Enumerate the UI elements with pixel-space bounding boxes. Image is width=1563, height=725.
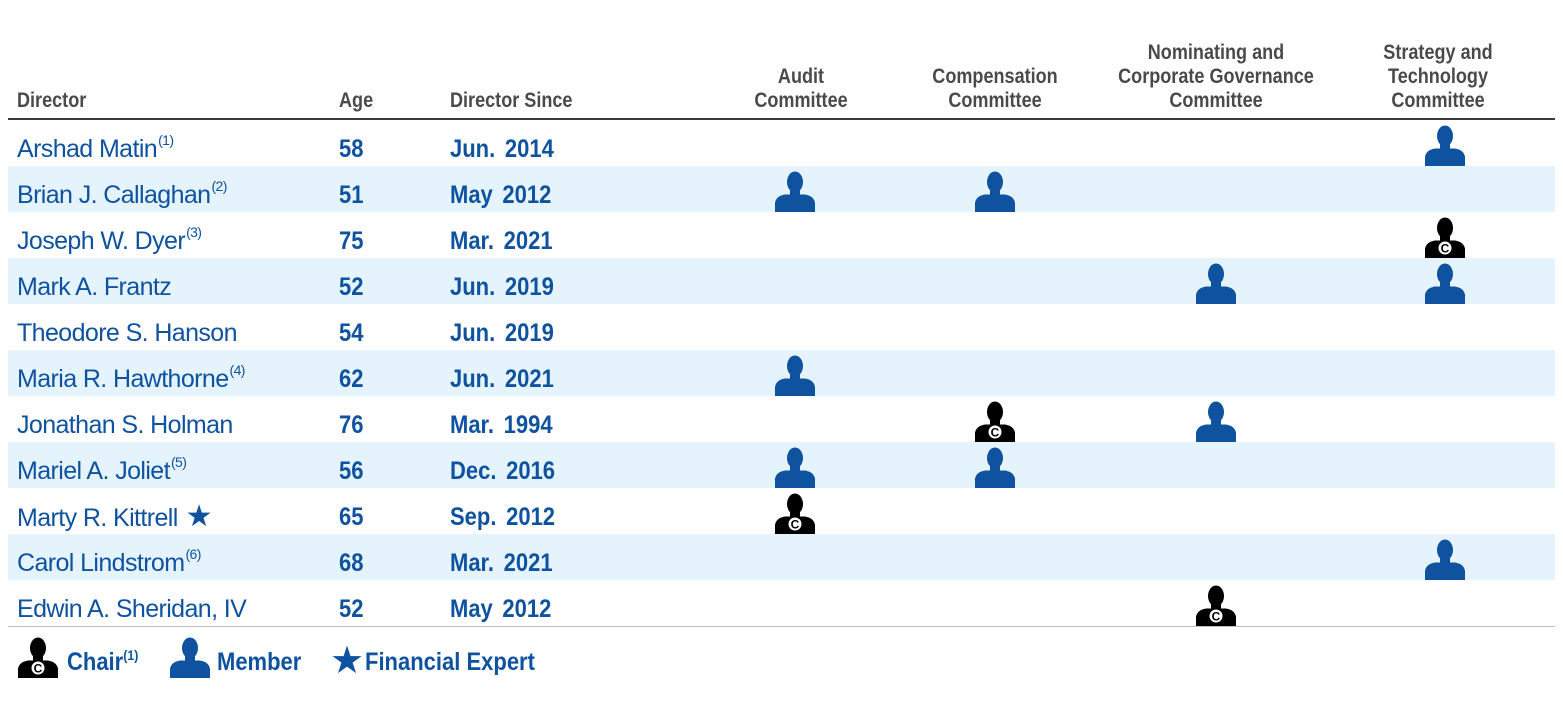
header-audit: Audit Committee (754, 65, 848, 112)
table-row: Brian J. Callaghan(2) 51 May 2012 (8, 166, 1555, 212)
person-member-icon (1423, 262, 1467, 304)
director-name: Brian J. Callaghan(2) (17, 178, 228, 209)
table-row: Jonathan S. Holman 76 Mar. 1994 C (8, 396, 1555, 442)
director-since: Dec. 2016 (450, 457, 556, 485)
header-compensation: Compensation Committee (932, 65, 1058, 112)
director-name: Maria R. Hawthorne(4) (17, 362, 246, 393)
table-row: Carol Lindstrom(6) 68 Mar. 2021 (8, 534, 1555, 580)
table-row: Maria R. Hawthorne(4) 62 Jun. 2021 (8, 350, 1555, 396)
footnote-marker: (6) (185, 546, 201, 562)
director-since: Jun. 2014 (450, 135, 554, 163)
person-chair-icon: C (1194, 584, 1238, 626)
director-since: Jun. 2021 (450, 365, 554, 393)
person-member-icon (1423, 538, 1467, 580)
table-row: Arshad Matin(1) 58 Jun. 2014 (8, 120, 1555, 166)
footnote-marker: (5) (170, 454, 187, 470)
director-age: 75 (339, 227, 364, 255)
person-member-icon (973, 446, 1017, 488)
table-row: Joseph W. Dyer(3) 75 Mar. 2021 C (8, 212, 1555, 258)
table-row: Theodore S. Hanson 54 Jun. 2019 (8, 304, 1555, 350)
director-since: May 2012 (450, 595, 552, 623)
table-header: Director Age Director Since Audit Commit… (8, 0, 1555, 120)
legend-member-label: Member (217, 648, 302, 676)
director-name: Mark A. Frantz (17, 273, 172, 301)
footnote-marker: (4) (229, 362, 246, 378)
director-since: Mar. 2021 (450, 227, 553, 255)
header-director-since: Director Since (450, 89, 573, 112)
director-since: Mar. 1994 (450, 411, 553, 439)
person-chair-icon: C (1423, 216, 1467, 258)
director-name: Theodore S. Hanson (17, 319, 238, 347)
svg-text:C: C (991, 426, 1000, 440)
legend-financial-expert-label: Financial Expert (365, 648, 535, 676)
table-row: Mark A. Frantz 52 Jun. 2019 (8, 258, 1555, 304)
person-chair-icon: C (973, 400, 1017, 442)
star-icon: ★ (330, 640, 365, 682)
director-age: 62 (339, 365, 364, 393)
table-row: Mariel A. Joliet(5) 56 Dec. 2016 (8, 442, 1555, 488)
person-member-icon (773, 354, 817, 396)
director-age: 52 (339, 595, 364, 623)
star-icon: ★ (185, 500, 213, 533)
director-name: Joseph W. Dyer(3) (17, 224, 202, 255)
director-since: May 2012 (450, 181, 552, 209)
director-since: Jun. 2019 (450, 319, 554, 347)
director-since: Jun. 2019 (450, 273, 554, 301)
director-age: 65 (339, 503, 364, 531)
director-name: Arshad Matin(1) (17, 132, 174, 163)
header-director: Director (17, 89, 87, 112)
person-member-icon (1194, 262, 1238, 304)
director-name: Edwin A. Sheridan, IV (17, 595, 247, 623)
legend: C Chair(1) Member ★ Financial Expert (8, 636, 708, 686)
director-age: 76 (339, 411, 364, 439)
table-row: Edwin A. Sheridan, IV 52 May 2012 C (8, 580, 1555, 626)
footnote-marker: (2) (211, 178, 228, 194)
header-nominating: Nominating and Corporate Governance Comm… (1118, 41, 1314, 112)
director-age: 54 (339, 319, 364, 347)
table-row: Marty R. Kittrell ★ 65 Sep. 2012 C (8, 488, 1555, 534)
svg-text:C: C (791, 518, 800, 532)
legend-chair-label: Chair(1) (67, 647, 139, 676)
director-since: Sep. 2012 (450, 503, 556, 531)
svg-text:C: C (1441, 242, 1450, 256)
svg-text:C: C (34, 662, 43, 676)
director-age: 52 (339, 273, 364, 301)
director-name: Mariel A. Joliet(5) (17, 454, 187, 485)
person-member-icon (773, 170, 817, 212)
person-chair-icon: C (773, 492, 817, 534)
header-age: Age (339, 89, 374, 112)
table-body: Arshad Matin(1) 58 Jun. 2014 Brian J. Calla… (8, 120, 1555, 626)
person-member-icon (1423, 124, 1467, 166)
table-bottom-rule (8, 626, 1555, 627)
director-age: 68 (339, 549, 364, 577)
person-member-icon (973, 170, 1017, 212)
director-age: 51 (339, 181, 364, 209)
svg-text:C: C (1212, 610, 1221, 624)
director-age: 58 (339, 135, 364, 163)
person-member-icon (773, 446, 817, 488)
person-member-icon (1194, 400, 1238, 442)
director-name: Jonathan S. Holman (17, 411, 233, 439)
header-strategy: Strategy and Technology Committee (1383, 41, 1493, 112)
person-member-icon (168, 636, 212, 680)
director-age: 56 (339, 457, 364, 485)
director-name: Carol Lindstrom(6) (17, 546, 201, 577)
director-name: Marty R. Kittrell ★ (17, 500, 213, 533)
footnote-marker: (3) (186, 224, 202, 240)
person-chair-icon: C (16, 636, 60, 680)
director-since: Mar. 2021 (450, 549, 553, 577)
committee-table: Director Age Director Since Audit Commit… (8, 0, 1555, 627)
footnote-marker: (1) (158, 132, 174, 148)
